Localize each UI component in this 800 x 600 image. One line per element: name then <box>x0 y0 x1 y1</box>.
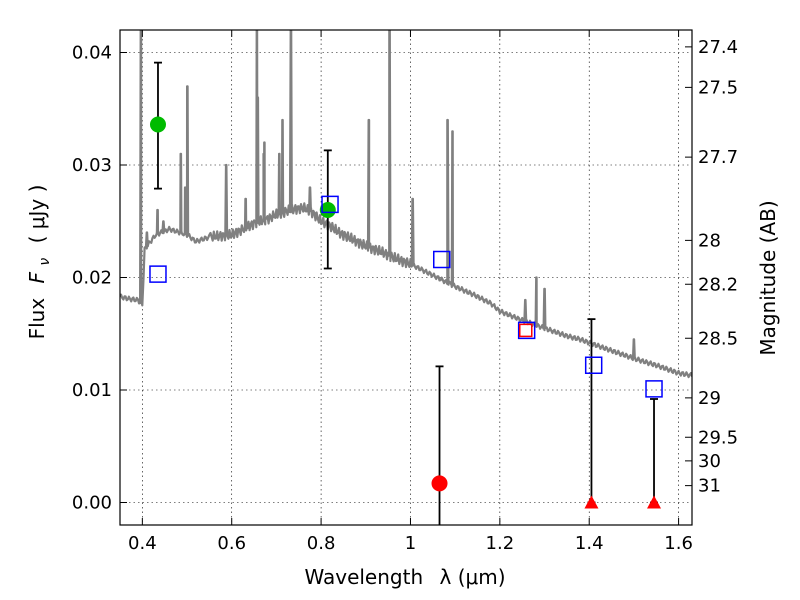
y2-tick-label: 27.7 <box>698 147 738 168</box>
y2-tick-label: 28 <box>698 230 721 251</box>
blue-square-marker <box>321 195 339 214</box>
x-tick-label: 0.4 <box>128 533 157 554</box>
y2-tick-label: 30 <box>698 451 721 472</box>
y2-tick-label: 27.4 <box>698 37 738 58</box>
x-tick-label: 1.6 <box>664 533 693 554</box>
blue-square-marker <box>517 321 536 340</box>
data-points <box>149 61 663 525</box>
model-spectrum-line <box>120 30 692 379</box>
y-axis-unit: ( μJy ) <box>25 185 49 244</box>
red-square-marker <box>519 323 533 338</box>
axis-ticks: 0.4 0.6 0.8 1 1.2 1.4 1.6 0.00 0.01 0.02 0.03 0.04 2… <box>72 30 738 554</box>
y-axis-label: Flux <box>25 298 49 340</box>
blue-square-marker <box>645 380 663 398</box>
x-tick-label: 1.2 <box>486 533 515 554</box>
green-circle-marker <box>319 202 336 218</box>
x-tick-label: 0.8 <box>307 533 336 554</box>
y2-tick-label: 27.5 <box>698 77 738 98</box>
y-axis-title: Flux F ν ( μJy ) <box>25 185 54 340</box>
y-tick-label: 0.03 <box>72 155 112 176</box>
y2-tick-label: 28.2 <box>698 274 738 295</box>
red-triangle-marker <box>584 495 599 509</box>
x-tick-label: 1 <box>405 533 416 554</box>
model-spectrum <box>120 30 692 379</box>
blue-square-marker <box>149 265 167 283</box>
y2-axis-title: Magnitude (AB) <box>756 200 780 355</box>
y2-tick-label: 29 <box>698 388 721 409</box>
y2-tick-label: 28.5 <box>698 328 738 349</box>
y-tick-label: 0.01 <box>72 380 112 401</box>
y2-tick-label: 29.5 <box>698 427 738 448</box>
x-axis-label: Wavelength <box>304 565 423 589</box>
blue-square-marker <box>433 250 451 269</box>
y-tick-label: 0.02 <box>72 268 112 289</box>
y-axis-symbol: F <box>25 271 49 283</box>
red-circle-marker <box>431 475 448 492</box>
x-tick-label: 0.6 <box>217 533 246 554</box>
y-tick-label: 0.00 <box>72 493 112 514</box>
y2-tick-label: 31 <box>698 476 721 497</box>
y-axis-subscript: ν <box>37 258 53 266</box>
x-axis-symbol: λ (μm) <box>440 565 506 589</box>
green-circle-marker <box>149 116 166 133</box>
grid <box>120 30 692 525</box>
y-tick-label: 0.04 <box>72 43 112 64</box>
blue-square-marker <box>584 356 603 374</box>
x-tick-label: 1.4 <box>575 533 604 554</box>
red-triangle-marker <box>647 495 662 509</box>
x-axis-title: Wavelength λ (μm) <box>304 565 505 589</box>
